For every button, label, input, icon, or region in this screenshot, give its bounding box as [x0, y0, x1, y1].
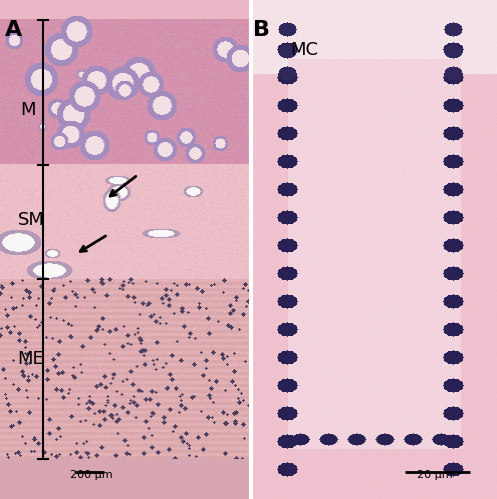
Text: 20 μm: 20 μm	[417, 470, 453, 480]
Text: A: A	[5, 20, 22, 40]
Text: B: B	[253, 20, 270, 40]
Text: ME: ME	[17, 350, 44, 368]
Text: 200 μm: 200 μm	[70, 470, 113, 480]
Text: M: M	[20, 101, 36, 119]
Text: SM: SM	[17, 211, 44, 229]
Text: MC: MC	[290, 41, 318, 59]
